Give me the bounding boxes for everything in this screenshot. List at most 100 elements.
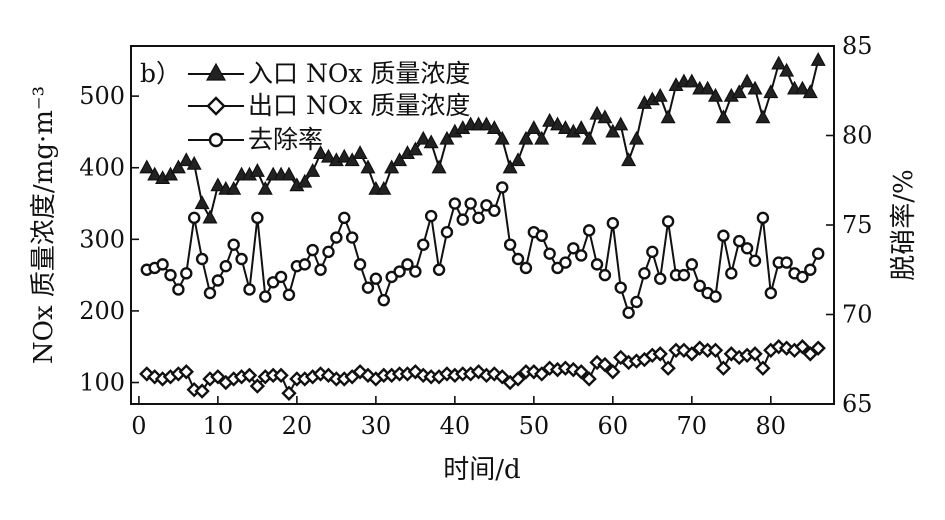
data-point xyxy=(259,290,272,303)
x-tick-label: 20 xyxy=(282,412,313,440)
left-axis-title: NOx 质量浓度/mg·m⁻³ xyxy=(29,86,59,364)
data-point xyxy=(700,80,716,95)
data-point xyxy=(423,134,439,149)
data-point xyxy=(456,213,469,226)
x-tick-label: 10 xyxy=(203,412,234,440)
data-point xyxy=(590,258,604,271)
data-point xyxy=(172,283,185,296)
legend-label-inlet: 入口 NOx 质量浓度 xyxy=(248,59,470,88)
data-point xyxy=(518,130,534,145)
data-point xyxy=(170,159,186,174)
data-point xyxy=(709,290,722,303)
data-point xyxy=(369,272,383,285)
data-point xyxy=(431,159,447,174)
data-point xyxy=(180,267,193,280)
panel-label: b） xyxy=(140,59,181,88)
data-point xyxy=(235,252,248,266)
data-point xyxy=(575,249,588,262)
data-point xyxy=(779,62,795,77)
data-point xyxy=(439,130,455,145)
data-point xyxy=(589,105,605,120)
data-point xyxy=(409,265,422,278)
data-point xyxy=(535,229,548,242)
data-point xyxy=(336,148,352,163)
data-point xyxy=(306,243,319,257)
data-point xyxy=(660,360,676,376)
data-point xyxy=(195,252,209,266)
right-axis-title: 脱硝率/% xyxy=(889,169,919,280)
data-point xyxy=(739,73,755,88)
data-point xyxy=(771,55,787,70)
data-point xyxy=(338,211,351,225)
data-point xyxy=(227,238,240,251)
data-point xyxy=(550,116,566,131)
left-tick-label: 100 xyxy=(79,369,125,397)
data-point xyxy=(297,173,313,188)
data-point xyxy=(313,145,329,159)
data-point xyxy=(187,211,201,225)
data-point xyxy=(510,371,526,387)
data-point xyxy=(464,197,477,210)
data-point xyxy=(747,80,763,95)
data-point xyxy=(305,163,321,177)
data-point xyxy=(139,159,155,174)
data-point xyxy=(432,263,446,276)
data-point xyxy=(415,130,431,145)
data-point xyxy=(794,80,810,95)
data-point xyxy=(654,272,667,285)
data-point xyxy=(621,152,637,167)
right-tick-label: 75 xyxy=(842,211,873,239)
data-point xyxy=(257,180,273,195)
data-point xyxy=(249,378,266,394)
left-tick-label: 400 xyxy=(79,154,125,182)
data-point xyxy=(407,141,423,156)
data-point xyxy=(764,286,778,300)
data-point xyxy=(557,120,573,134)
data-point xyxy=(478,116,494,131)
data-point xyxy=(210,177,226,192)
data-point xyxy=(502,159,518,174)
data-point xyxy=(352,145,368,159)
data-point xyxy=(320,148,336,163)
data-point xyxy=(717,229,730,242)
data-point xyxy=(472,211,485,225)
data-point xyxy=(377,293,390,307)
data-point xyxy=(274,270,288,284)
data-point xyxy=(164,268,177,282)
data-point xyxy=(685,258,699,271)
data-point xyxy=(677,268,691,282)
x-tick-label: 80 xyxy=(756,412,787,440)
data-point xyxy=(810,52,826,66)
data-point xyxy=(440,225,454,239)
data-point xyxy=(486,120,502,134)
data-point xyxy=(226,180,242,195)
data-point xyxy=(597,356,613,373)
data-point xyxy=(194,383,210,399)
data-point xyxy=(715,109,731,124)
data-point xyxy=(725,267,738,280)
right-tick-label: 85 xyxy=(842,32,873,60)
data-point xyxy=(417,238,430,251)
right-tick-label: 65 xyxy=(842,390,873,418)
data-point xyxy=(812,247,825,260)
data-point xyxy=(519,261,533,275)
data-point xyxy=(488,204,501,217)
data-point xyxy=(510,152,526,167)
right-axis-ticks: 65 70 75 80 85 xyxy=(826,32,873,418)
left-tick-label: 200 xyxy=(79,297,125,325)
x-axis-ticks: 0 10 20 30 40 50 60 70 80 xyxy=(131,396,786,440)
data-point xyxy=(281,385,297,401)
data-point xyxy=(707,342,724,358)
data-point xyxy=(448,197,462,210)
data-point xyxy=(605,364,621,380)
data-point xyxy=(573,364,589,380)
data-point xyxy=(693,279,706,293)
data-point xyxy=(344,152,360,167)
data-point xyxy=(573,120,589,134)
data-point xyxy=(756,211,770,225)
data-point xyxy=(526,120,542,134)
data-point xyxy=(178,364,194,380)
data-point xyxy=(496,181,509,194)
data-point xyxy=(534,130,550,145)
